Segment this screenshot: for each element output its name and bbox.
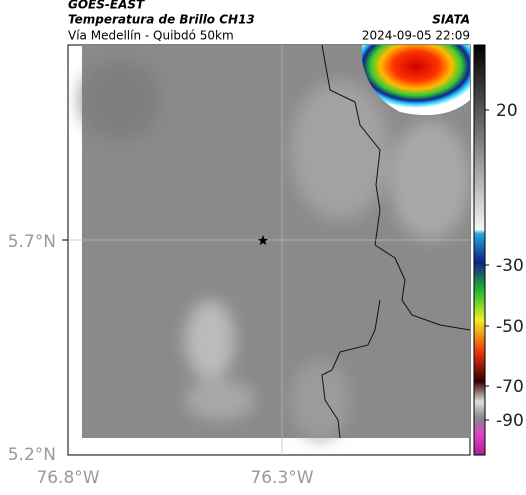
- colorbar-label: -30: [496, 256, 524, 276]
- colorbar: [473, 44, 486, 456]
- lat-label: 5.2°N: [8, 445, 56, 465]
- lon-label: 76.8°W: [36, 468, 99, 488]
- colorbar-label: -90: [496, 411, 524, 431]
- borders: [321, 44, 471, 439]
- satellite-image: [80, 45, 470, 440]
- lat-label: 5.7°N: [8, 232, 56, 252]
- subtitle: Vía Medellín - Quibdó 50km: [68, 29, 234, 43]
- source: GOES-EAST: [68, 0, 145, 12]
- colorbar-label: 20: [496, 101, 518, 121]
- colorbar-ticks: [485, 109, 489, 421]
- datetime: 2024-09-05 22:09: [362, 29, 470, 43]
- location-marker: [258, 235, 268, 245]
- colorbar-label: -50: [496, 317, 524, 337]
- title: Temperatura de Brillo CH13: [68, 13, 255, 27]
- lon-label: 76.3°W: [250, 468, 313, 488]
- colorbar-label: -70: [496, 377, 524, 397]
- org: SIATA: [432, 13, 470, 27]
